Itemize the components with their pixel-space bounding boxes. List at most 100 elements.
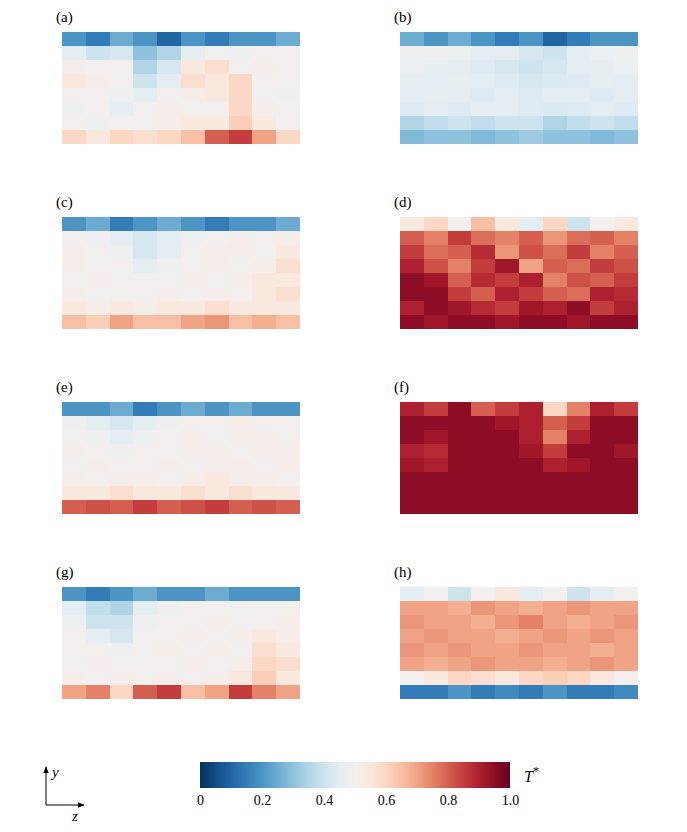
cell — [181, 287, 205, 302]
cell — [62, 486, 86, 501]
tick: 0.6 — [378, 788, 396, 808]
cell — [495, 116, 519, 131]
cell — [567, 46, 591, 61]
cell — [448, 671, 472, 686]
cell — [567, 116, 591, 131]
cell — [614, 301, 638, 316]
cell — [590, 587, 614, 602]
cell — [471, 245, 495, 260]
cell — [495, 416, 519, 431]
cell — [86, 444, 110, 459]
cell — [205, 116, 229, 131]
cell — [495, 259, 519, 274]
cell — [424, 60, 448, 75]
cell — [86, 458, 110, 473]
cell — [276, 46, 300, 61]
cell — [424, 587, 448, 602]
cell — [62, 458, 86, 473]
cell — [400, 102, 424, 117]
cell — [590, 472, 614, 487]
cell — [110, 273, 134, 288]
cell — [543, 657, 567, 672]
cell — [86, 416, 110, 431]
tick-label: 0.2 — [254, 793, 272, 808]
cell — [471, 416, 495, 431]
cell — [519, 643, 543, 658]
cell — [181, 444, 205, 459]
cell — [276, 444, 300, 459]
cell — [471, 46, 495, 61]
cell — [229, 685, 253, 699]
cell — [86, 74, 110, 89]
cell — [543, 245, 567, 260]
cell — [543, 472, 567, 487]
cell — [448, 430, 472, 445]
cell — [495, 74, 519, 89]
cell — [567, 643, 591, 658]
cell — [614, 416, 638, 431]
cell — [471, 430, 495, 445]
cell — [495, 643, 519, 658]
cell — [229, 102, 253, 117]
cell — [424, 102, 448, 117]
cell — [519, 472, 543, 487]
cell — [400, 116, 424, 131]
cell — [495, 472, 519, 487]
cell — [110, 46, 134, 61]
cell — [110, 287, 134, 302]
cell — [567, 629, 591, 644]
cell — [181, 657, 205, 672]
cell — [400, 32, 424, 47]
cell — [495, 671, 519, 686]
cell — [590, 444, 614, 459]
cell — [252, 301, 276, 316]
cell — [276, 629, 300, 644]
cell — [495, 130, 519, 144]
cell — [133, 273, 157, 288]
cell — [543, 301, 567, 316]
cell — [519, 287, 543, 302]
cell — [229, 217, 253, 232]
cell — [543, 629, 567, 644]
cell — [133, 217, 157, 232]
cell — [205, 601, 229, 616]
cell — [157, 671, 181, 686]
cell — [448, 32, 472, 47]
cell — [567, 74, 591, 89]
cell — [424, 231, 448, 246]
cell — [229, 416, 253, 431]
cell — [471, 287, 495, 302]
cell — [495, 601, 519, 616]
cell — [181, 315, 205, 329]
cell — [276, 657, 300, 672]
cell — [276, 685, 300, 699]
cell — [519, 629, 543, 644]
cell — [276, 102, 300, 117]
cell — [567, 444, 591, 459]
cell — [614, 102, 638, 117]
cell — [614, 130, 638, 144]
cell — [276, 287, 300, 302]
cell — [157, 130, 181, 144]
cell — [400, 657, 424, 672]
cell — [590, 102, 614, 117]
cell — [157, 287, 181, 302]
cell — [495, 217, 519, 232]
cell — [86, 430, 110, 445]
cell — [400, 259, 424, 274]
cell — [62, 259, 86, 274]
cell — [110, 217, 134, 232]
cell — [181, 601, 205, 616]
cell — [181, 629, 205, 644]
cell — [448, 74, 472, 89]
cell — [448, 88, 472, 103]
cell — [614, 315, 638, 329]
cell — [133, 116, 157, 131]
cell — [424, 615, 448, 630]
cell — [519, 601, 543, 616]
cell — [519, 315, 543, 329]
cell — [133, 74, 157, 89]
cell — [229, 486, 253, 501]
cell — [424, 32, 448, 47]
cell — [133, 486, 157, 501]
